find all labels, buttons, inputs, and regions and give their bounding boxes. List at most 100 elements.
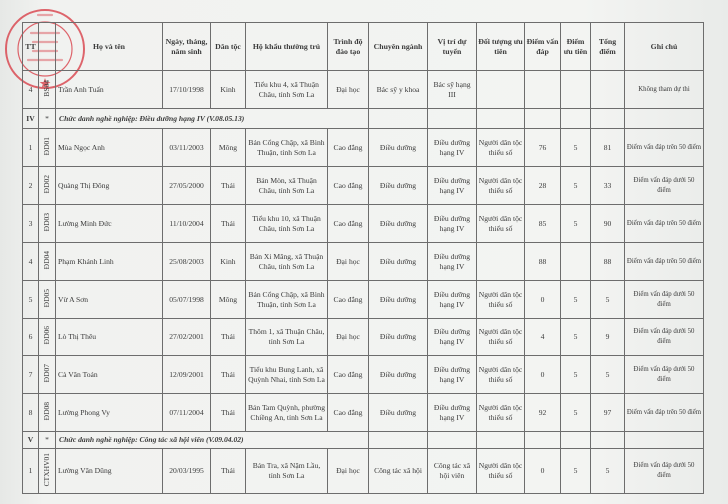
candidate-code-text: ĐD08: [42, 401, 51, 421]
candidate-name: Trần Anh Tuấn: [55, 70, 163, 109]
header-tt: TT: [22, 22, 39, 71]
empty-cell: [476, 431, 525, 449]
bonus-score: 5: [560, 318, 591, 356]
candidate-name: Lường Phong Vy: [55, 393, 163, 432]
row-number: 6: [22, 318, 39, 356]
note: Điểm vấn đáp trên 50 điểm: [624, 128, 704, 167]
ethnicity: Mông: [210, 128, 246, 167]
permanent-address: Bản Tra, xã Nặm Lầu, tỉnh Sơn La: [245, 448, 328, 494]
header-level: Trình độ đào tạo: [327, 22, 369, 71]
candidate-code: ĐD01: [38, 128, 56, 167]
permanent-address: Bản Cổng Chặp, xã Bình Thuận, tỉnh Sơn L…: [245, 128, 328, 167]
candidate-name: Lường Văn Dũng: [55, 448, 163, 494]
bonus-score: [560, 242, 591, 281]
row-number: 1: [22, 448, 39, 494]
position: Điều dưỡng hạng IV: [427, 280, 477, 319]
candidate-code: ĐD06: [38, 318, 56, 356]
row-number: 4: [22, 242, 39, 281]
empty-cell: [590, 431, 625, 449]
major: Điều dưỡng: [368, 355, 428, 394]
candidate-code: ĐD07: [38, 355, 56, 394]
header-ethnic: Dân tộc: [210, 22, 246, 71]
empty-cell: [590, 108, 625, 129]
section-title: Chức danh nghề nghiệp: Công tác xã hội v…: [55, 431, 369, 449]
education-level: Đại học: [327, 242, 369, 281]
oral-score: 76: [524, 128, 561, 167]
row-number: 2: [22, 166, 39, 205]
priority-group: Người dân tộc thiểu số: [476, 318, 525, 356]
major: Điều dưỡng: [368, 204, 428, 243]
table-row: 4 BS04 Trần Anh Tuấn 17/10/1998 Kinh Tiểu khu…: [22, 70, 704, 109]
table-row: 2 ĐD02 Quàng Thị Đông 27/05/2000 Thái Bản Mòn…: [22, 166, 704, 205]
bonus-score: 5: [560, 355, 591, 394]
total-score: 9: [590, 318, 625, 356]
ethnicity: Thái: [210, 166, 246, 205]
position: Công tác xã hội viên: [427, 448, 477, 494]
candidate-code-text: CTXHV01: [42, 452, 51, 487]
table-row: 1 ĐD01 Mùa Ngọc Anh 03/11/2003 Mông Bản Cổng …: [22, 128, 704, 167]
ethnicity: Mông: [210, 280, 246, 319]
row-number: 7: [22, 355, 39, 394]
ethnicity: Thái: [210, 204, 246, 243]
position: Điều dưỡng hạng IV: [427, 318, 477, 356]
candidate-code: ĐD02: [38, 166, 56, 205]
date-of-birth: 05/07/1998: [162, 280, 211, 319]
ethnicity: Thái: [210, 318, 246, 356]
ethnicity: Kinh: [210, 70, 246, 109]
candidate-code-text: ĐD04: [42, 250, 51, 270]
priority-group: Người dân tộc thiểu số: [476, 204, 525, 243]
section-number: V: [22, 431, 39, 449]
bonus-score: 5: [560, 280, 591, 319]
priority-group: Người dân tộc thiểu số: [476, 128, 525, 167]
section-number: IV: [22, 108, 39, 129]
permanent-address: Tiểu khu 4, xã Thuận Châu, tỉnh Sơn La: [245, 70, 328, 109]
header-note: Ghi chú: [624, 22, 704, 71]
table-row: 3 ĐD03 Lường Minh Đức 11/10/2004 Thái Tiểu kh…: [22, 204, 704, 243]
bonus-score: 5: [560, 393, 591, 432]
candidate-name: Phạm Khánh Linh: [55, 242, 163, 281]
ethnicity: Thái: [210, 448, 246, 494]
empty-cell: [624, 108, 704, 129]
table-row: 6 ĐD06 Lò Thị Thêu 27/02/2001 Thái Thôm 1, xã…: [22, 318, 704, 356]
note: Điểm vấn đáp dưới 50 điểm: [624, 280, 704, 319]
oral-score: 0: [524, 280, 561, 319]
oral-score: 85: [524, 204, 561, 243]
total-score: 90: [590, 204, 625, 243]
row-number: 5: [22, 280, 39, 319]
position: Điều dưỡng hạng IV: [427, 393, 477, 432]
ethnicity: Thái: [210, 355, 246, 394]
candidate-name: Quàng Thị Đông: [55, 166, 163, 205]
header-major: Chuyên ngành: [368, 22, 428, 71]
header-bonus-score: Điểm ưu tiên: [560, 22, 591, 71]
total-score: 97: [590, 393, 625, 432]
empty-cell: [560, 431, 591, 449]
candidate-code: ĐD03: [38, 204, 56, 243]
priority-group: Người dân tộc thiểu số: [476, 355, 525, 394]
date-of-birth: 11/10/2004: [162, 204, 211, 243]
education-level: Cao đẳng: [327, 204, 369, 243]
education-level: Cao đẳng: [327, 166, 369, 205]
table-row: 7 ĐD07 Cà Văn Toán 12/09/2001 Thái Tiểu khu B…: [22, 355, 704, 394]
bonus-score: 5: [560, 166, 591, 205]
permanent-address: Bản Xi Măng, xã Thuận Châu, tỉnh Sơn La: [245, 242, 328, 281]
note: Điểm vấn đáp dưới 50 điểm: [624, 448, 704, 494]
candidate-code-text: ĐD03: [42, 212, 51, 232]
total-score: 5: [590, 448, 625, 494]
major: Điều dưỡng: [368, 393, 428, 432]
total-score: 88: [590, 242, 625, 281]
candidate-code: BS04: [38, 70, 56, 109]
major: Điều dưỡng: [368, 318, 428, 356]
candidate-code-text: ĐD07: [42, 363, 51, 383]
priority-group: Người dân tộc thiểu số: [476, 166, 525, 205]
priority-group: [476, 242, 525, 281]
permanent-address: Tiểu khu Bung Lanh, xã Quỳnh Nhai, tỉnh …: [245, 355, 328, 394]
position: Bác sỹ hạng III: [427, 70, 477, 109]
candidate-name: Mùa Ngọc Anh: [55, 128, 163, 167]
education-level: Cao đẳng: [327, 393, 369, 432]
empty-cell: [524, 108, 561, 129]
position: Điều dưỡng hạng IV: [427, 128, 477, 167]
bonus-score: 5: [560, 128, 591, 167]
header-name: Họ và tên: [55, 22, 163, 71]
section-title: Chức danh nghề nghiệp: Điều dưỡng hạng I…: [55, 108, 369, 129]
empty-cell: [427, 431, 477, 449]
